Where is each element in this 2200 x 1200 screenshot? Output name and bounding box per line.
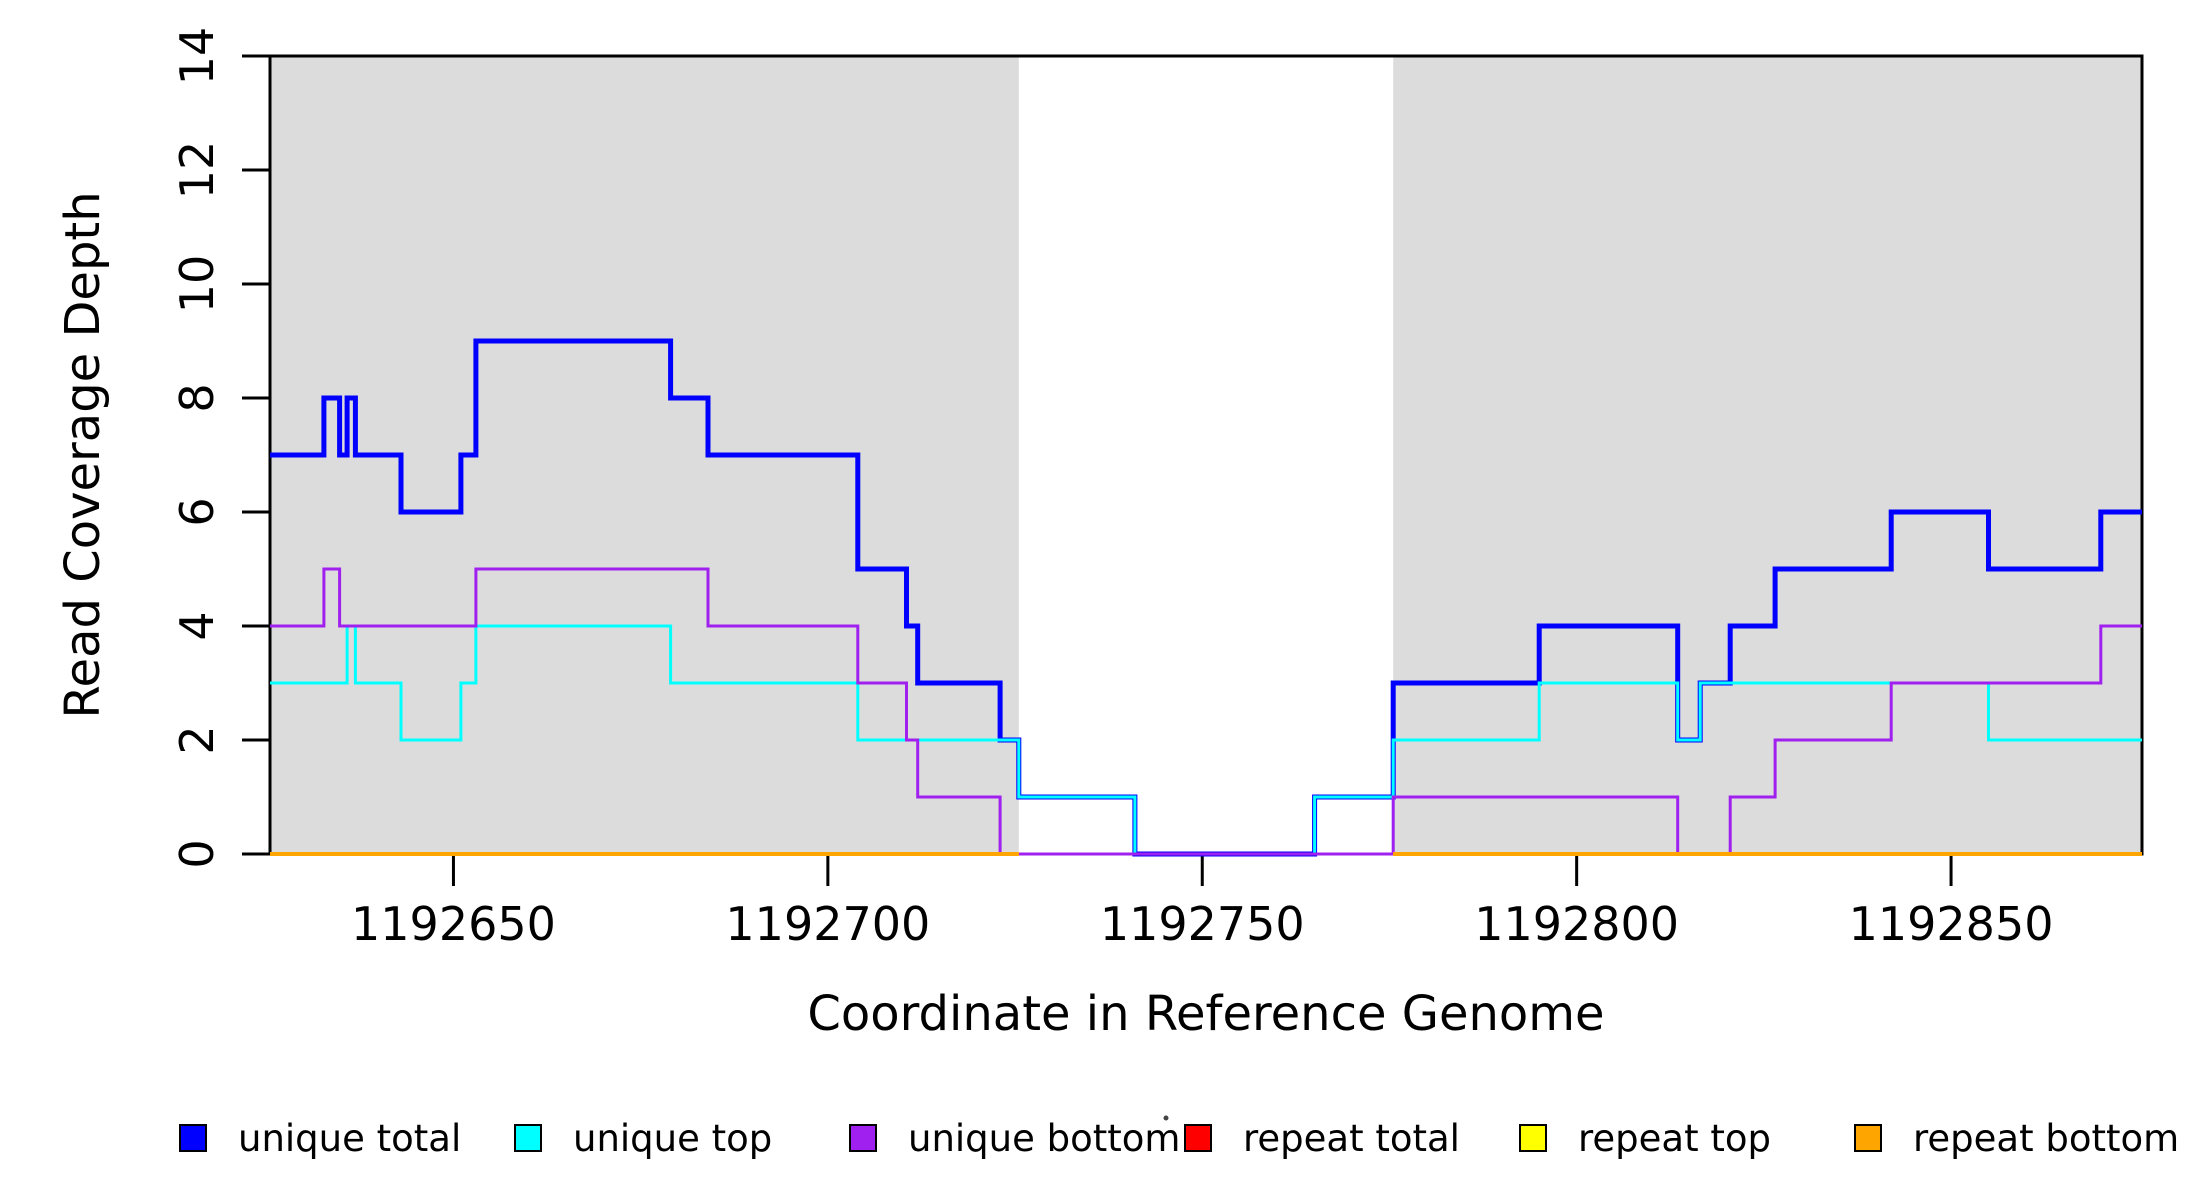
legend-label: repeat total (1243, 1117, 1460, 1160)
y-axis-tick-label: 8 (170, 383, 224, 412)
legend-item-unique-top: unique top (514, 1117, 772, 1160)
y-axis-tick-label: 10 (170, 255, 224, 314)
x-axis-tick-label: 1192750 (1100, 897, 1305, 951)
legend-swatch-repeat-bottom (1854, 1124, 1882, 1152)
x-axis-title: Coordinate in Reference Genome (807, 986, 1604, 1042)
legend-swatch-unique-total (179, 1124, 207, 1152)
y-axis-tick-label: 6 (170, 497, 224, 526)
y-axis-tick-label: 4 (170, 611, 224, 640)
legend-swatch-unique-bottom (849, 1124, 877, 1152)
x-axis-tick-label: 1192800 (1474, 897, 1679, 951)
legend-label: repeat top (1578, 1117, 1771, 1160)
legend-item-repeat-bottom: repeat bottom (1854, 1117, 2179, 1160)
legend-label: unique bottom (908, 1117, 1180, 1160)
y-axis-tick-label: 12 (170, 141, 224, 200)
y-axis-tick-label: 0 (170, 839, 224, 868)
legend-item-repeat-top: repeat top (1519, 1117, 1771, 1160)
stray-dot (1163, 1115, 1169, 1121)
legend-item-unique-total: unique total (179, 1117, 461, 1160)
legend-label: repeat bottom (1913, 1117, 2179, 1160)
legend-swatch-unique-top (514, 1124, 542, 1152)
y-axis-title: Read Coverage Depth (55, 191, 111, 718)
legend-item-repeat-total: repeat total (1184, 1117, 1460, 1160)
repeat-region-right-shading (1393, 56, 2142, 854)
legend-label: unique total (238, 1117, 461, 1160)
legend-swatch-repeat-top (1519, 1124, 1547, 1152)
y-axis-tick-label: 2 (170, 725, 224, 754)
x-axis-tick-label: 1192700 (725, 897, 930, 951)
series-line-unique-bottom (270, 567, 2142, 856)
x-axis-tick-label: 1192650 (351, 897, 556, 951)
series-line-unique-total (270, 338, 2142, 857)
legend-item-unique-bottom: unique bottom (849, 1117, 1180, 1160)
legend-label: unique top (573, 1117, 772, 1160)
y-axis-tick-label: 14 (170, 27, 224, 86)
series-line-unique-top (270, 624, 2142, 856)
legend-swatch-repeat-total (1184, 1124, 1212, 1152)
x-axis-tick-label: 1192850 (1849, 897, 2054, 951)
